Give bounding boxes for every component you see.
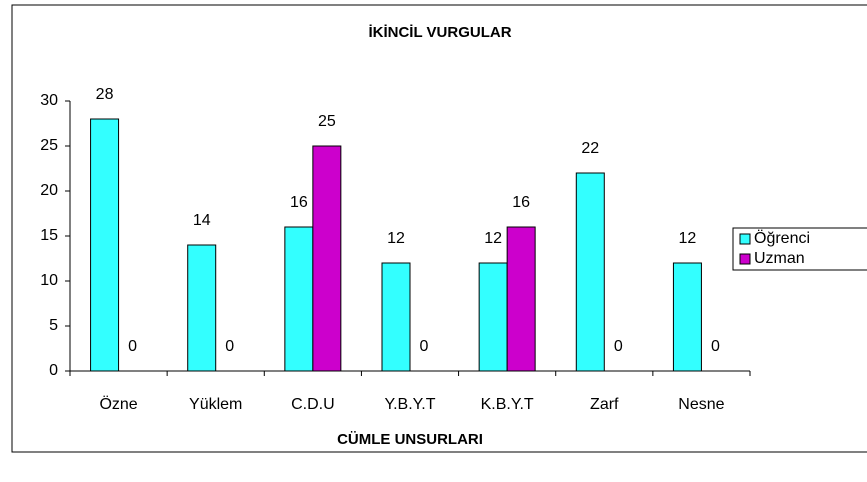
data-label: 0: [614, 338, 623, 355]
data-label: 0: [225, 338, 234, 355]
legend-swatch: [739, 233, 751, 245]
chart-title: İKİNCİL VURGULAR: [368, 24, 511, 41]
data-label: 28: [96, 86, 114, 103]
data-label: 25: [318, 113, 336, 130]
legend-box: [732, 227, 867, 271]
y-tick-label: 5: [49, 317, 58, 334]
x-tick-label: K.B.Y.T: [481, 396, 534, 413]
data-label: 0: [711, 338, 720, 355]
data-label: 12: [387, 230, 405, 247]
x-tick-label: Özne: [99, 395, 137, 413]
x-tick-label: Yüklem: [189, 396, 242, 413]
bar: [90, 118, 120, 372]
bar: [187, 244, 217, 372]
data-label: 12: [484, 230, 502, 247]
x-tick-label: C.D.U: [291, 396, 335, 413]
data-label: 16: [512, 194, 530, 211]
y-tick-label: 15: [40, 227, 58, 244]
legend-label: Uzman: [754, 250, 805, 267]
data-label: 12: [679, 230, 697, 247]
x-axis-label: CÜMLE UNSURLARI: [337, 431, 483, 448]
data-label: 14: [193, 212, 211, 229]
bar: [381, 262, 411, 372]
y-tick-label: 10: [40, 272, 58, 289]
data-label: 16: [290, 194, 308, 211]
x-tick-label: Zarf: [590, 396, 619, 413]
chart-frame: [11, 4, 867, 453]
data-label: 0: [420, 338, 429, 355]
y-tick-label: 20: [40, 182, 58, 199]
bar: [312, 145, 342, 372]
data-label: 22: [581, 140, 599, 157]
bar: [506, 226, 536, 372]
y-tick-label: 0: [49, 362, 58, 379]
bar: [575, 172, 605, 372]
bar: [672, 262, 702, 372]
x-tick-label: Nesne: [678, 396, 724, 413]
y-tick-label: 25: [40, 137, 58, 154]
bar: [478, 262, 508, 372]
y-tick-label: 30: [40, 92, 58, 109]
bar: [284, 226, 314, 372]
legend-label: Öğrenci: [754, 229, 810, 247]
x-tick-label: Y.B.Y.T: [385, 396, 436, 413]
data-label: 0: [128, 338, 137, 355]
legend-swatch: [739, 253, 751, 265]
